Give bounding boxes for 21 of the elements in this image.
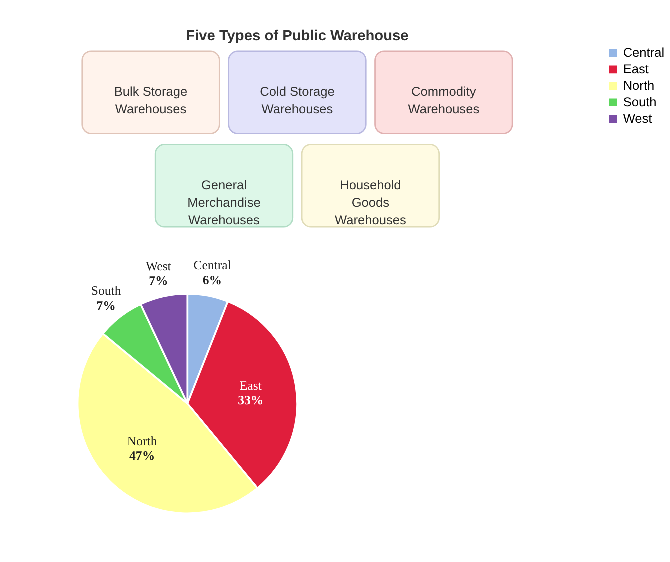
slice-label: South bbox=[91, 284, 122, 298]
legend-label: South bbox=[623, 94, 657, 110]
data-label: 33% bbox=[238, 394, 264, 408]
legend-label: East bbox=[623, 61, 650, 76]
legend-label: Central bbox=[623, 44, 665, 60]
text: Five Types of Public Warehouse bbox=[186, 28, 409, 44]
text: General Merchandise Warehouses bbox=[188, 178, 261, 228]
slice-label: North bbox=[127, 434, 158, 448]
slice-label: West bbox=[146, 260, 172, 274]
data-label: 7% bbox=[149, 274, 168, 288]
legend-label: West bbox=[623, 110, 653, 126]
text: Cold Storage Warehouses bbox=[260, 84, 335, 117]
slice-label: East bbox=[240, 379, 262, 394]
data-label: 47% bbox=[130, 449, 156, 464]
text: Bulk Storage Warehouses bbox=[114, 84, 188, 117]
data-label: 6% bbox=[202, 273, 222, 288]
data-label: 7% bbox=[96, 298, 116, 313]
text: Household Goods Warehouses bbox=[335, 178, 406, 228]
legend-label: North bbox=[623, 78, 655, 93]
text: Commodity Warehouses bbox=[408, 84, 480, 117]
slice-label: Central bbox=[194, 258, 232, 273]
